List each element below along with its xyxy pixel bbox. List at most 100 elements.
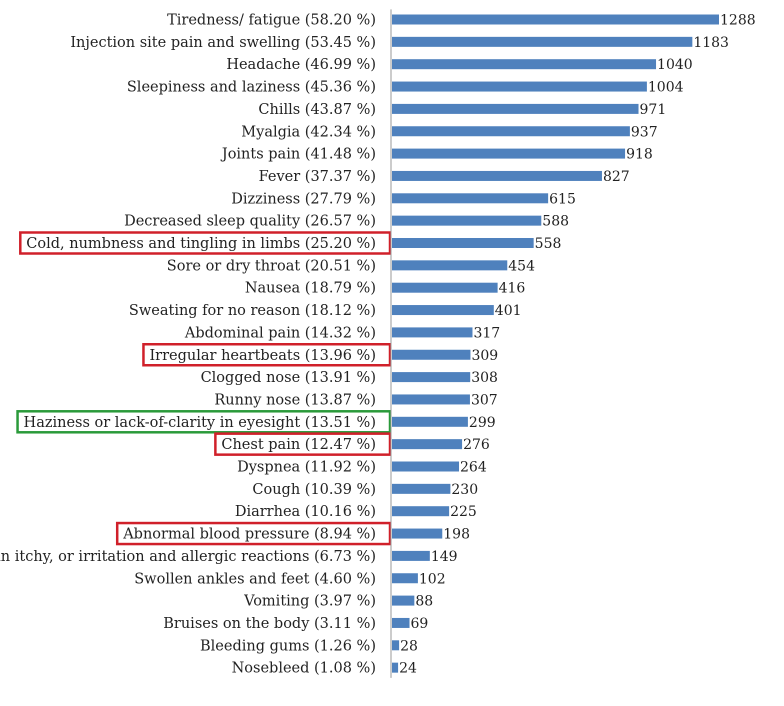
bar-tiredness-fatigue [392,14,719,25]
value-label-swollen-ankles-and-feet: 102 [419,571,446,587]
highlight-box-cold-numbness-and-tingling-in-limbs [19,231,392,255]
bars [392,14,719,673]
category-labels: Tiredness/ fatigue (58.20 %) Injection si… [0,13,376,677]
bar-cough [392,483,451,494]
bar-decreased-sleep-quality [392,215,542,226]
value-label-bleeding-gums: 28 [400,638,418,654]
category-label-nosebleed: Nosebleed (1.08 %) [232,661,376,677]
bar-sore-or-dry-throat [392,260,508,271]
category-label-chills: Chills (43.87 %) [258,102,376,118]
category-label-skin-itchy-or-irritation-and-allergic-reactions: Skin itchy, or irritation and allergic r… [0,549,376,565]
bar-diarrhea [392,506,450,517]
category-label-haziness-or-lack-of-clarity-in-eyesight: Haziness or lack-of-clarity in eyesight … [24,415,376,431]
bar-chills [392,103,639,114]
bar-dyspnea [392,461,460,472]
category-label-clogged-nose: Clogged nose (13.91 %) [201,370,376,386]
bar-irregular-heartbeats [392,349,471,360]
value-label-cold-numbness-and-tingling-in-limbs: 558 [535,236,562,252]
category-label-abdominal-pain: Abdominal pain (14.32 %) [184,325,376,341]
value-label-sleepiness-and-laziness: 1004 [648,80,684,96]
value-label-clogged-nose: 308 [471,370,498,386]
category-label-diarrhea: Diarrhea (10.16 %) [235,504,376,520]
highlight-box-abnormal-blood-pressure [115,521,392,546]
bar-abnormal-blood-pressure [392,528,443,539]
category-label-chest-pain: Chest pain (12.47 %) [221,437,376,453]
value-label-injection-site-pain-and-swelling: 1183 [693,35,729,51]
highlight-box-haziness-or-lack-of-clarity-in-eyesight [16,410,392,434]
bar-sleepiness-and-laziness [392,81,647,92]
value-label-runny-nose: 307 [471,392,498,408]
value-label-haziness-or-lack-of-clarity-in-eyesight: 299 [469,415,496,431]
value-label-bruises-on-the-body: 69 [411,616,429,632]
value-label-fever: 827 [603,169,630,185]
bar-joints-pain [392,148,626,159]
value-label-tiredness-fatigue: 1288 [720,13,756,29]
value-label-decreased-sleep-quality: 588 [542,214,569,230]
value-label-chills: 971 [640,102,667,118]
category-label-cough: Cough (10.39 %) [252,482,376,498]
bar-runny-nose [392,394,470,405]
value-label-joints-pain: 918 [626,147,653,163]
bar-myalgia [392,126,630,137]
bar-nosebleed [392,662,399,673]
bar-bleeding-gums [392,640,400,651]
category-label-dizziness: Dizziness (27.79 %) [231,191,376,207]
category-label-decreased-sleep-quality: Decreased sleep quality (26.57 %) [124,214,376,230]
category-label-runny-nose: Runny nose (13.87 %) [214,392,376,408]
value-label-sore-or-dry-throat: 454 [508,258,535,274]
value-label-abdominal-pain: 317 [473,325,500,341]
bar-abdominal-pain [392,327,473,338]
category-label-dyspnea: Dyspnea (11.92 %) [237,460,376,476]
value-label-headache: 1040 [657,57,693,73]
value-label-irregular-heartbeats: 309 [471,348,498,364]
category-label-sleepiness-and-laziness: Sleepiness and laziness (45.36 %) [127,80,376,96]
value-label-chest-pain: 276 [463,437,490,453]
category-label-bleeding-gums: Bleeding gums (1.26 %) [200,638,376,654]
value-label-nausea: 416 [499,281,526,297]
bar-swollen-ankles-and-feet [392,573,418,584]
value-label-vomiting: 88 [415,594,433,610]
value-label-diarrhea: 225 [450,504,477,520]
bar-skin-itchy-or-irritation-and-allergic-reactions [392,550,430,561]
bar-headache [392,59,657,70]
value-label-nosebleed: 24 [399,661,417,677]
bar-nausea [392,282,498,293]
highlight-boxes [16,231,392,546]
bar-fever [392,170,602,181]
value-label-abnormal-blood-pressure: 198 [443,527,470,543]
bar-sweating-for-no-reason [392,305,494,316]
value-label-myalgia: 937 [631,124,658,140]
category-label-cold-numbness-and-tingling-in-limbs: Cold, numbness and tingling in limbs (25… [26,236,376,252]
bar-vomiting [392,595,415,606]
category-label-bruises-on-the-body: Bruises on the body (3.11 %) [163,616,376,632]
highlight-box-chest-pain [214,432,392,456]
category-label-abnormal-blood-pressure: Abnormal blood pressure (8.94 %) [122,527,376,543]
category-label-myalgia: Myalgia (42.34 %) [241,124,376,140]
highlight-box-irregular-heartbeats [142,343,392,367]
category-label-nausea: Nausea (18.79 %) [245,281,376,297]
category-label-vomiting: Vomiting (3.97 %) [243,594,376,610]
value-label-cough: 230 [451,482,478,498]
bar-chest-pain [392,439,463,450]
value-label-dizziness: 615 [549,191,576,207]
category-label-sore-or-dry-throat: Sore or dry throat (20.51 %) [167,258,376,274]
category-label-injection-site-pain-and-swelling: Injection site pain and swelling (53.45 … [70,35,376,51]
category-label-headache: Headache (46.99 %) [226,57,376,73]
bar-clogged-nose [392,372,471,383]
value-label-dyspnea: 264 [460,460,487,476]
bar-bruises-on-the-body [392,617,410,628]
category-label-fever: Fever (37.37 %) [259,169,376,185]
bar-dizziness [392,193,549,204]
category-label-irregular-heartbeats: Irregular heartbeats (13.96 %) [149,348,376,364]
value-label-sweating-for-no-reason: 401 [495,303,522,319]
category-label-sweating-for-no-reason: Sweating for no reason (18.12 %) [129,303,376,319]
bar-cold-numbness-and-tingling-in-limbs [392,238,534,248]
category-label-tiredness-fatigue: Tiredness/ fatigue (58.20 %) [167,13,376,29]
bar-haziness-or-lack-of-clarity-in-eyesight [392,416,468,427]
category-label-joints-pain: Joints pain (41.48 %) [220,147,376,163]
value-label-skin-itchy-or-irritation-and-allergic-reactions: 149 [431,549,458,565]
bar-injection-site-pain-and-swelling [392,36,693,47]
category-label-swollen-ankles-and-feet: Swollen ankles and feet (4.60 %) [134,571,376,587]
